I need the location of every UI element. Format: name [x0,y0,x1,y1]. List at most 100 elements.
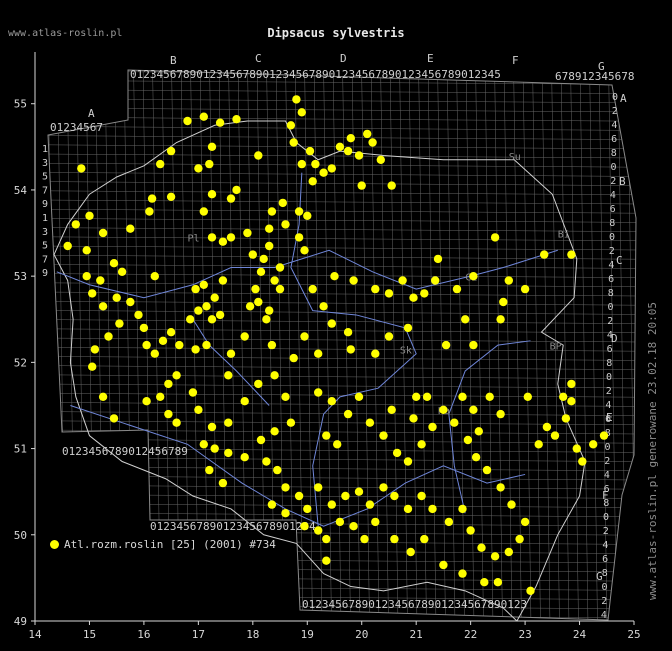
grid-line-h [48,126,636,131]
grid-row-digit: 8 [609,218,615,229]
occurrence-point [376,155,385,164]
occurrence-point [504,276,513,285]
occurrence-point [540,250,549,259]
occurrence-point [215,118,225,127]
grid-row-digit: 2 [612,106,618,117]
region-label: BP [550,341,562,352]
occurrence-point [314,483,323,492]
occurrence-point [469,405,478,414]
occurrence-point [104,332,113,341]
grid-row-digit: 4 [611,120,617,131]
grid-row-digit: 9 [42,268,48,279]
occurrence-point [134,310,143,320]
occurrence-point [387,405,396,414]
grid-line-h [48,383,636,389]
legend: Atl.rozm.roslin [25] (2001) #734 [50,538,276,551]
occurrence-point [534,440,543,449]
occurrence-point [205,465,214,475]
grid-line-h [48,282,636,288]
grid-line-h [48,503,636,508]
occurrence-point [311,159,320,169]
grid-line-v [570,70,579,620]
grid-line-h [48,402,636,407]
grid-row-digit: 0 [602,582,608,593]
occurrence-point [224,418,233,427]
occurrence-point [115,319,124,328]
occurrence-point [265,241,274,251]
grid-line-v [637,60,645,625]
grid-line-v [541,70,551,620]
occurrence-point [240,332,249,341]
grid-line-h [48,199,636,205]
occurrence-point [341,491,350,501]
occurrence-point [403,457,413,466]
grid-line-v [598,70,608,620]
occurrence-point [515,534,524,544]
occurrence-point [289,353,298,363]
occurrence-point [371,517,380,527]
occurrence-point [202,302,211,311]
occurrence-point [98,392,108,401]
grid-line-v [323,70,332,620]
occurrence-point [354,487,364,496]
grid-line-h [48,89,636,94]
grid-line-h [48,291,636,297]
occurrence-point [550,431,560,440]
occurrence-point [207,422,217,432]
occurrence-point [392,448,402,458]
occurrence-point [226,233,236,242]
occurrence-point [265,224,274,233]
occurrence-point [599,431,609,440]
occurrence-point [379,483,388,492]
x-tick-label: 18 [246,628,259,641]
occurrence-point [490,552,500,561]
occurrence-point [526,586,535,595]
occurrence-point [275,284,285,294]
occurrence-point [166,192,176,201]
occurrence-point [477,543,486,552]
occurrence-point [194,164,203,173]
occurrence-point [561,414,571,423]
grid-line-h [48,98,636,104]
grid-line-v [532,70,541,620]
occurrence-point [292,95,301,104]
occurrence-point [96,276,105,285]
occurrence-point [205,159,214,169]
occurrence-point [254,379,263,389]
occurrence-point [409,293,418,302]
occurrence-point [523,392,532,401]
grid-row-digit: 3 [42,227,48,238]
occurrence-point [490,233,500,242]
river-line [290,172,417,527]
region-label: Pl [187,234,199,245]
occurrence-point [188,388,198,397]
occurrence-point [164,379,173,389]
occurrence-point [77,164,86,173]
grid-line-v [399,70,408,620]
occurrence-point [186,315,195,324]
grid-column-letter: D [340,52,347,65]
occurrence-point [384,289,394,298]
occurrence-point [207,315,217,324]
occurrence-point [172,418,181,427]
occurrence-point [224,448,233,458]
grid-row-letter: E [606,411,613,424]
grid-line-v [408,70,418,620]
occurrence-point [142,397,151,406]
occurrence-point [559,392,568,401]
grid-line-v [294,70,304,620]
occurrence-point [303,504,312,514]
grid-row-digit: 0 [611,162,617,173]
occurrence-point [300,332,309,341]
grid-row-digit: 2 [607,316,613,327]
grid-row-digit: 6 [610,204,616,215]
occurrence-point [458,392,467,401]
occurrence-point [417,440,426,449]
grid-row-letter: F [602,489,609,502]
grid-row-digit: 4 [610,190,616,201]
occurrence-point [218,478,228,488]
grid-row-digit: 2 [601,596,607,607]
grid-row-digit: 7 [42,185,48,196]
occurrence-point [262,315,271,324]
occurrence-point [496,315,505,324]
